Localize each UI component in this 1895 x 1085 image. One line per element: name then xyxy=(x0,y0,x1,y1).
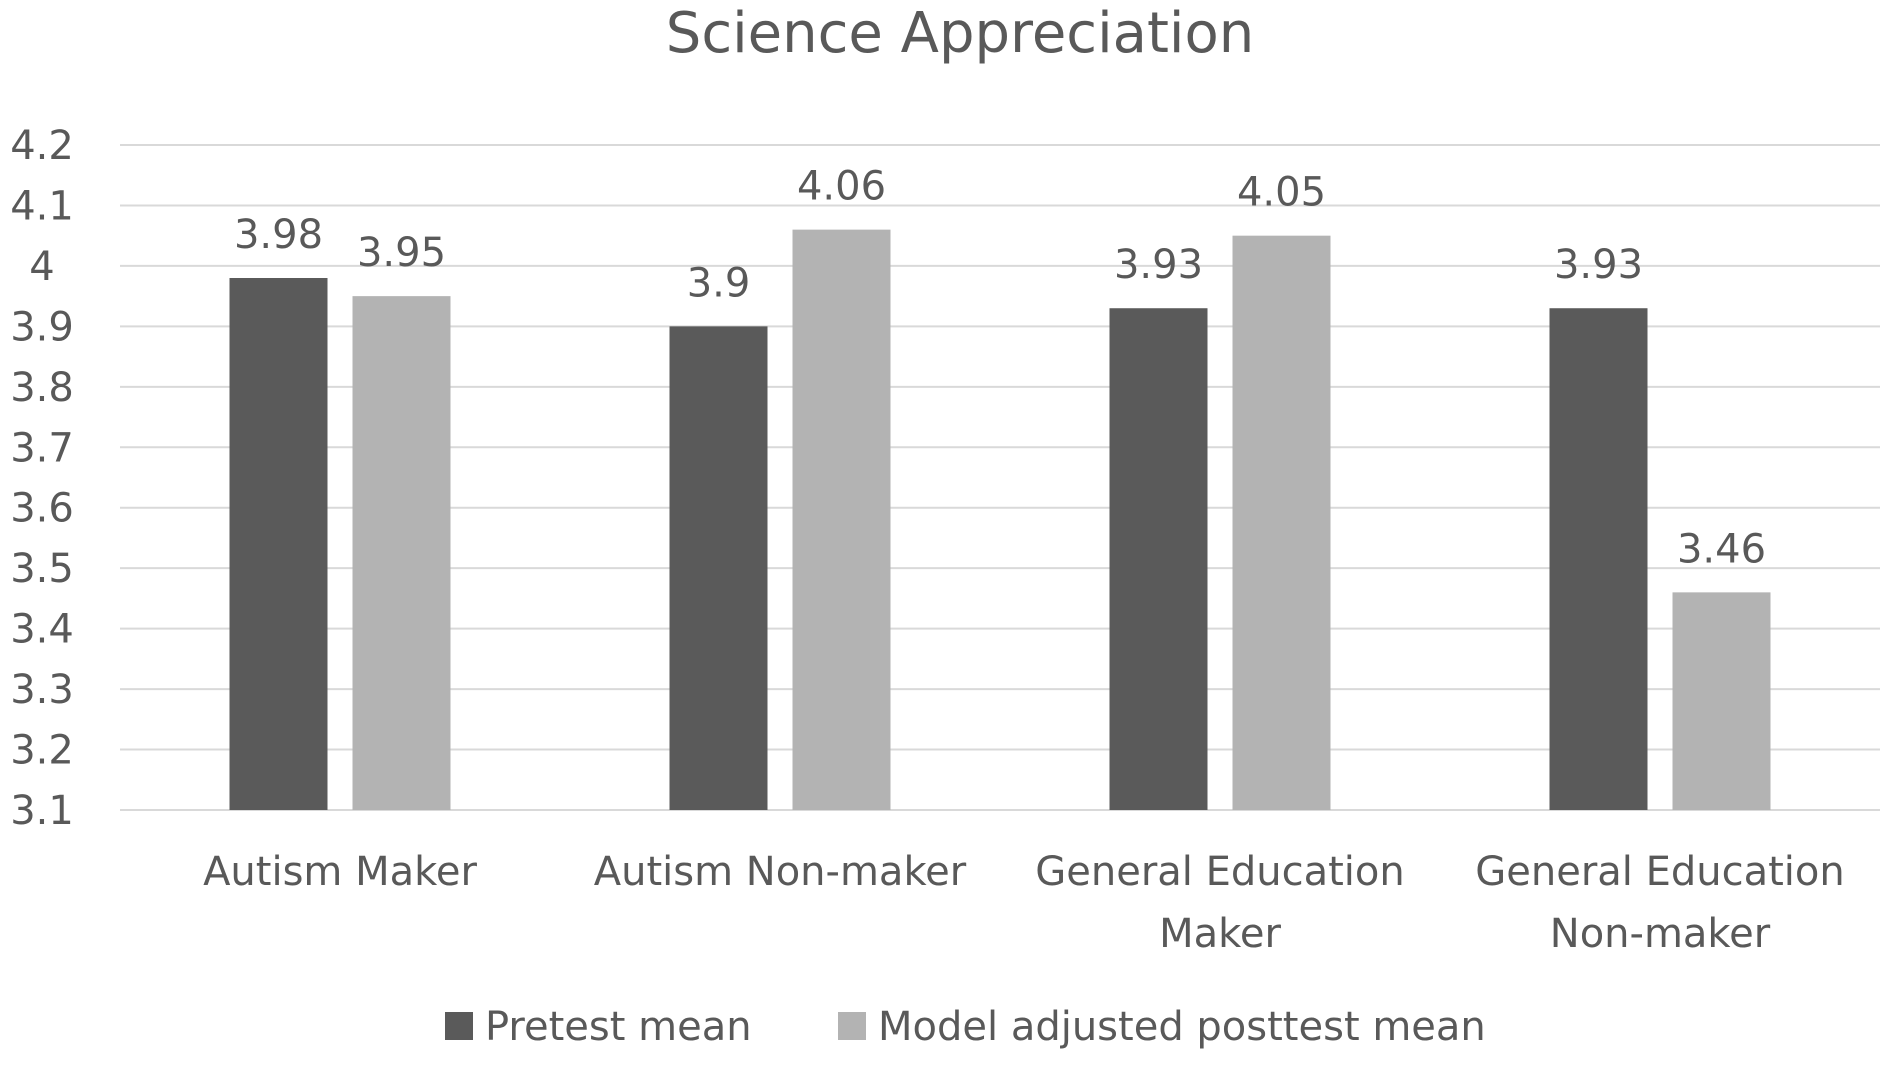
x-category-label: Maker xyxy=(1159,911,1281,957)
y-tick-label: 3.6 xyxy=(10,486,74,532)
data-label: 3.95 xyxy=(357,230,446,276)
bars xyxy=(229,229,1771,811)
data-label: 3.98 xyxy=(234,212,323,258)
bar-posttest xyxy=(352,296,451,810)
data-label: 3.46 xyxy=(1677,526,1766,572)
bar-pretest xyxy=(229,278,328,810)
legend-label: Model adjusted posttest mean xyxy=(878,1004,1486,1050)
y-tick-label: 4 xyxy=(29,244,54,290)
legend-swatch xyxy=(838,1012,866,1040)
y-tick-label: 3.9 xyxy=(10,304,74,350)
bar-posttest xyxy=(1672,592,1771,810)
bar-pretest xyxy=(1549,308,1648,810)
bar-posttest xyxy=(1232,235,1331,810)
data-label: 4.06 xyxy=(797,164,886,210)
data-label: 3.9 xyxy=(687,260,751,306)
bar-posttest xyxy=(792,229,891,811)
y-axis-ticks: 3.1 3.2 3.3 3.4 3.5 3.6 3.7 3.8 3.9 4 4.1 4.2 xyxy=(10,123,74,834)
chart-title: Science Appreciation xyxy=(666,1,1254,66)
x-category-label: General Education xyxy=(1035,849,1405,895)
bar-pretest xyxy=(669,326,768,810)
y-tick-label: 3.3 xyxy=(10,667,74,713)
x-category-label: Autism Non-maker xyxy=(594,849,967,895)
data-labels: 3.98 3.95 3.9 4.06 3.93 4.05 3.93 3.46 xyxy=(234,164,1766,573)
y-tick-label: 3.5 xyxy=(10,546,74,592)
x-category-label: General Education xyxy=(1475,849,1845,895)
legend-swatch xyxy=(445,1012,473,1040)
legend-label: Pretest mean xyxy=(485,1004,752,1050)
x-category-label: Autism Maker xyxy=(203,849,477,895)
x-category-label: Non-maker xyxy=(1550,911,1771,957)
bar-pretest xyxy=(1109,308,1208,810)
x-axis-categories: Autism Maker Autism Non-maker General Educ… xyxy=(203,849,1845,957)
y-tick-label: 3.2 xyxy=(10,728,74,774)
data-label: 3.93 xyxy=(1114,242,1203,288)
y-tick-label: 3.1 xyxy=(10,788,74,834)
y-tick-label: 3.7 xyxy=(10,425,74,471)
y-tick-label: 4.1 xyxy=(10,183,74,229)
y-tick-label: 3.4 xyxy=(10,607,74,653)
y-tick-label: 4.2 xyxy=(10,123,74,169)
y-tick-label: 3.8 xyxy=(10,365,74,411)
data-label: 3.93 xyxy=(1554,242,1643,288)
legend: Pretest mean Model adjusted posttest mean xyxy=(445,1004,1486,1050)
data-label: 4.05 xyxy=(1237,170,1326,216)
